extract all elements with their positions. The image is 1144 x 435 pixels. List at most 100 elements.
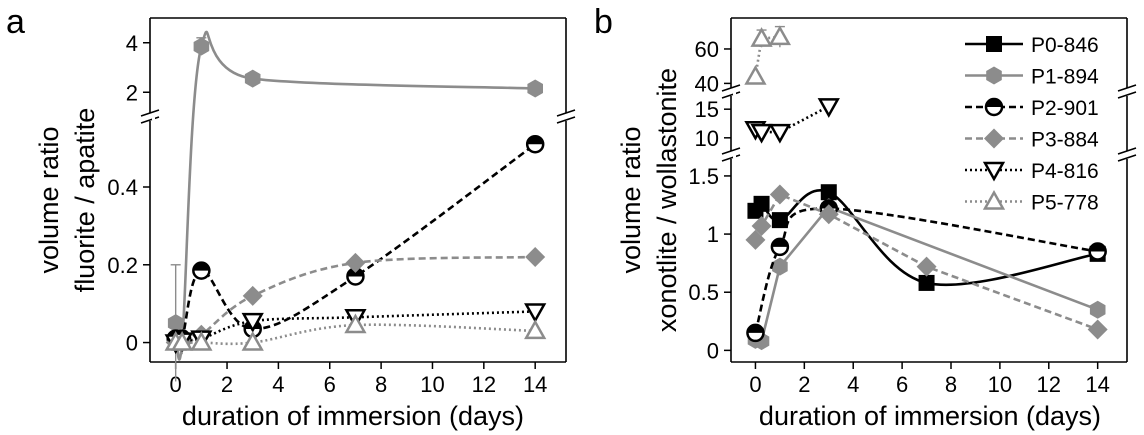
panel-b-point-p2-901	[746, 323, 765, 343]
panel-a-x-tick-label: 8	[375, 372, 387, 397]
panel-a-series-group	[164, 30, 547, 382]
panel-b-legend: P0-846 P1-894 P2-901 P3-884 P4-816 P5-778	[965, 34, 1099, 215]
panel-b-point-p2-901	[1088, 242, 1107, 261]
panel-b-point-p1-894	[772, 257, 788, 276]
legend-label-p3-884: P3-884	[1031, 129, 1099, 152]
panel-a-point-p3-884	[242, 285, 263, 306]
panel-b-point-p0-846	[753, 195, 770, 212]
panel-b-series-p3-884	[745, 184, 1108, 340]
panel-a-x-tick-label: 0	[170, 372, 182, 397]
legend-entry-p5-778: P5-778	[965, 189, 1099, 215]
legend-label-p4-816: P4-816	[1031, 160, 1099, 183]
legend-entry-p0-846: P0-846	[965, 34, 1099, 57]
panel-a-point-p5-778	[190, 331, 213, 351]
panel-b-axis-break-mark	[721, 84, 741, 92]
panel-a-axis-break-mark	[556, 116, 576, 124]
panel-a-y-tick-label: 2	[126, 80, 138, 105]
legend-marker-p3-884	[984, 128, 1004, 149]
panel-b-series-p0-846	[747, 184, 1106, 291]
panel-b-point-p3-884	[745, 229, 766, 250]
panel-b-point-p3-884	[916, 256, 937, 277]
panel-a-point-p5-778	[344, 313, 367, 334]
panel-a-point-p3-884	[345, 252, 366, 273]
panel-b-y-tick-label: 0.5	[688, 280, 719, 305]
panel-a-point-p4-816	[241, 312, 264, 333]
panel-b-point-p3-884	[1087, 319, 1108, 340]
panel-b-series-p5-778	[744, 25, 792, 85]
legend-marker-p1-894	[986, 66, 1002, 85]
panel-a-axis-break-mark	[140, 109, 160, 117]
panel-b-point-p1-894	[1089, 300, 1106, 319]
legend-entry-p2-901: P2-901	[965, 97, 1099, 120]
panel-a-x-tick-label: 10	[420, 372, 444, 397]
panel-b-axes: 0 2 4 6 8 10 12 14 40 60 10 15 0 0.5 1 1.5	[688, 17, 1137, 397]
panel-b-axis-break-mark	[1117, 154, 1137, 162]
legend-marker-p4-816	[982, 161, 1006, 182]
panel-b-point-p4-816	[768, 123, 792, 144]
legend-marker-p0-846	[986, 36, 1002, 52]
panel-a-point-p1-894	[527, 79, 543, 98]
panel-a-x-tick-label: 4	[272, 372, 284, 397]
panel-b-x-tick-label: 10	[988, 372, 1012, 397]
panel-a-point-p1-894	[193, 37, 210, 56]
panel-a-point-p5-778	[524, 319, 547, 340]
legend-entry-p3-884: P3-884	[965, 128, 1099, 152]
legend-label-p5-778: P5-778	[1031, 192, 1099, 215]
legend-entry-p1-894: P1-894	[965, 66, 1099, 89]
panel-a-x-tick-label: 6	[324, 372, 336, 397]
panel-b-axis-break-mark	[721, 91, 741, 99]
panel-b-line-p4-816	[754, 105, 830, 134]
panel-a-x-axis-title: duration of immersion (days)	[182, 401, 524, 431]
panel-b-series-group	[744, 25, 1108, 351]
panel-a-y-tick-label: 0	[126, 331, 138, 356]
panel-a-point-p4-816	[524, 303, 547, 323]
panel-b-x-axis-title: duration of immersion (days)	[759, 401, 1101, 431]
panel-b-point-p5-778	[750, 27, 773, 47]
panel-b-point-p3-884	[751, 215, 772, 236]
panel-b-point-p3-884	[769, 184, 790, 205]
panel-b-line-p2-901	[754, 207, 1098, 334]
panel-a-point-p5-778	[241, 331, 264, 351]
panel-a-axis-break-mark	[140, 116, 160, 124]
panel-a-letter: a	[6, 3, 25, 41]
panel-b-x-tick-label: 6	[896, 372, 908, 397]
panel-b-point-p0-846	[918, 274, 935, 291]
panel-a-y-tick-label: 0.4	[107, 175, 138, 200]
panel-b-point-p0-846	[820, 184, 837, 201]
panel-b-axis-break-mark	[721, 147, 741, 155]
panel-a-point-p1-894	[244, 69, 261, 88]
panel-b-y-axis-title-line1: volume ratio	[616, 126, 646, 273]
panel-b-point-p2-901	[770, 237, 790, 257]
panel-b-x-tick-label: 12	[1037, 372, 1061, 397]
panel-b-point-p0-846	[771, 212, 788, 229]
panel-a-point-p3-884	[525, 247, 546, 267]
legend-marker-p2-901	[984, 97, 1004, 117]
panel-b: b 0 2 4 6 8 10 12 14 40 60 10 15 0 0.5 1 1.5 duration o…	[594, 3, 1137, 431]
panel-a-point-p2-901	[192, 261, 211, 280]
panel-b-x-tick-label: 0	[749, 372, 761, 397]
panel-a-y-axis-title-line2: fluorite / apatite	[70, 108, 100, 293]
panel-b-x-tick-label: 8	[945, 372, 957, 397]
panel-a-series-p5-778	[164, 313, 547, 351]
panel-b-plot-area: 0 2 4 6 8 10 12 14 40 60 10 15 0 0.5 1 1.5	[688, 17, 1137, 397]
panel-a-point-p5-778	[170, 331, 194, 351]
panel-b-axis-break-mark	[1117, 91, 1137, 99]
panel-b-axis-break-mark	[1117, 84, 1137, 92]
panel-b-point-p5-778	[768, 25, 792, 46]
panel-a-y-tick-label: 0.2	[107, 253, 138, 278]
panel-b-series-p4-816	[744, 98, 840, 144]
panel-b-y-tick-label: 40	[695, 71, 719, 96]
panel-a-axes: 0 2 4 6 8 10 12 14 2 4 0 0.2 0.4	[107, 17, 576, 397]
legend-label-p0-846: P0-846	[1031, 34, 1099, 57]
panel-a-y-axis-title-line1: volume ratio	[34, 126, 64, 273]
legend-label-p2-901: P2-901	[1031, 97, 1099, 120]
panel-b-point-p4-816	[750, 123, 773, 144]
panel-a-x-tick-label: 14	[523, 372, 547, 397]
legend-marker-p5-778	[982, 189, 1006, 210]
legend-label-p1-894: P1-894	[1031, 66, 1099, 89]
panel-a: a 0 2 4 6 8 10 12 14 2 4 0 0.2 0.4 duration of immer…	[6, 3, 576, 431]
panel-a-plot-area: 0 2 4 6 8 10 12 14 2 4 0 0.2 0.4	[107, 17, 576, 397]
panel-b-y-tick-label: 1	[707, 222, 719, 247]
panel-b-axis-break-mark	[1117, 147, 1137, 155]
